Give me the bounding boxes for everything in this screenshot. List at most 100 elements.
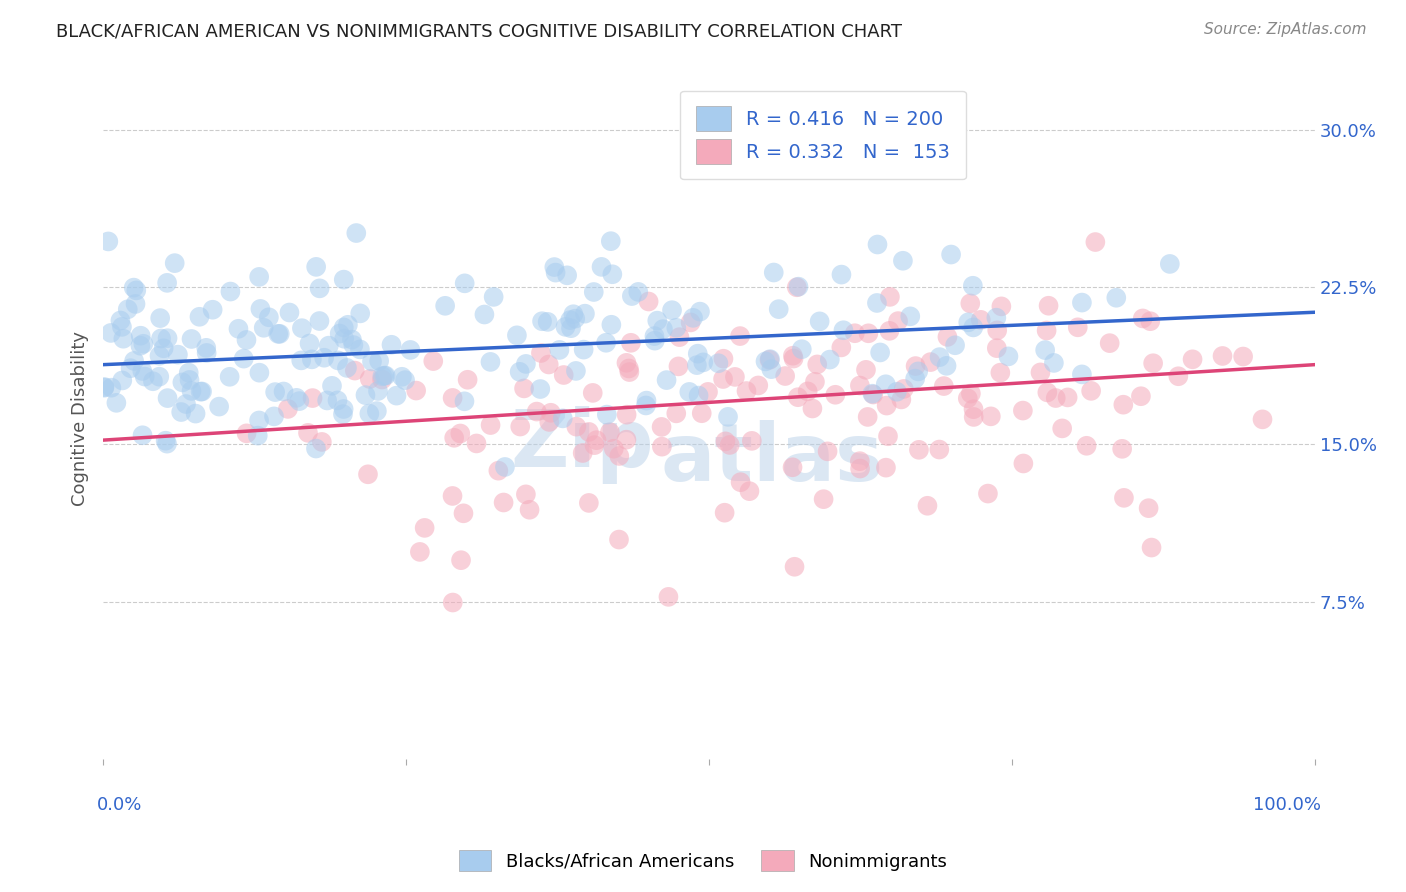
Point [247, 269, 270, 284]
Point [172, 376, 194, 390]
Point [366, 404, 388, 418]
Point [371, 372, 394, 386]
Point [761, 362, 783, 376]
Point [540, 406, 562, 420]
Point [367, 384, 389, 398]
Point [232, 351, 254, 366]
Point [530, 346, 553, 360]
Point [357, 467, 380, 482]
Point [893, 382, 915, 396]
Point [1105, 291, 1128, 305]
Point [170, 405, 193, 419]
Point [599, 425, 621, 439]
Point [267, 326, 290, 341]
Point [219, 285, 242, 299]
Point [866, 237, 889, 252]
Point [697, 384, 720, 399]
Text: atlas: atlas [661, 420, 883, 498]
Point [492, 495, 515, 509]
Point [890, 392, 912, 407]
Point [449, 426, 471, 441]
Point [122, 280, 145, 294]
Point [543, 260, 565, 274]
Point [131, 364, 153, 378]
Point [908, 442, 931, 457]
Point [264, 385, 287, 400]
Point [311, 434, 333, 449]
Point [678, 384, 700, 399]
Point [441, 391, 464, 405]
Point [399, 343, 422, 357]
Point [318, 338, 340, 352]
Point [329, 326, 352, 341]
Point [340, 333, 363, 347]
Point [253, 320, 276, 334]
Point [962, 278, 984, 293]
Point [1029, 365, 1052, 379]
Point [1071, 295, 1094, 310]
Point [208, 400, 231, 414]
Point [409, 545, 432, 559]
Point [855, 363, 877, 377]
Point [391, 369, 413, 384]
Point [956, 392, 979, 406]
Point [620, 335, 643, 350]
Point [879, 324, 901, 338]
Point [904, 359, 927, 373]
Point [832, 323, 855, 337]
Point [332, 402, 354, 417]
Text: BLACK/AFRICAN AMERICAN VS NONIMMIGRANTS COGNITIVE DISABILITY CORRELATION CHART: BLACK/AFRICAN AMERICAN VS NONIMMIGRANTS … [56, 22, 903, 40]
Point [904, 371, 927, 385]
Point [316, 393, 339, 408]
Point [962, 402, 984, 417]
Point [661, 303, 683, 318]
Point [380, 338, 402, 352]
Point [738, 484, 761, 499]
Point [509, 365, 531, 379]
Point [235, 426, 257, 441]
Point [844, 326, 866, 341]
Point [450, 553, 472, 567]
Point [644, 334, 666, 348]
Point [907, 364, 929, 378]
Point [619, 365, 641, 379]
Point [1067, 320, 1090, 334]
Point [301, 352, 323, 367]
Point [156, 436, 179, 450]
Point [519, 502, 541, 516]
Point [582, 285, 605, 299]
Point [336, 318, 359, 332]
Point [858, 326, 880, 341]
Point [100, 326, 122, 340]
Point [668, 330, 690, 344]
Point [682, 310, 704, 325]
Point [1098, 336, 1121, 351]
Point [494, 459, 516, 474]
Point [758, 352, 780, 367]
Point [1070, 368, 1092, 382]
Point [616, 433, 638, 447]
Point [762, 266, 785, 280]
Point [1139, 314, 1161, 328]
Point [651, 420, 673, 434]
Point [997, 350, 1019, 364]
Point [747, 378, 769, 392]
Point [990, 299, 1012, 313]
Point [602, 267, 624, 281]
Point [578, 496, 600, 510]
Point [333, 320, 356, 334]
Point [790, 342, 813, 356]
Point [359, 407, 381, 421]
Point [879, 290, 901, 304]
Point [342, 338, 364, 352]
Point [988, 366, 1011, 380]
Point [600, 318, 623, 332]
Point [1112, 398, 1135, 412]
Point [651, 322, 673, 336]
Text: 0.0%: 0.0% [97, 797, 142, 814]
Point [1111, 442, 1133, 456]
Y-axis label: Cognitive Disability: Cognitive Disability [72, 331, 89, 506]
Point [129, 328, 152, 343]
Text: 100.0%: 100.0% [1253, 797, 1320, 814]
Point [1043, 356, 1066, 370]
